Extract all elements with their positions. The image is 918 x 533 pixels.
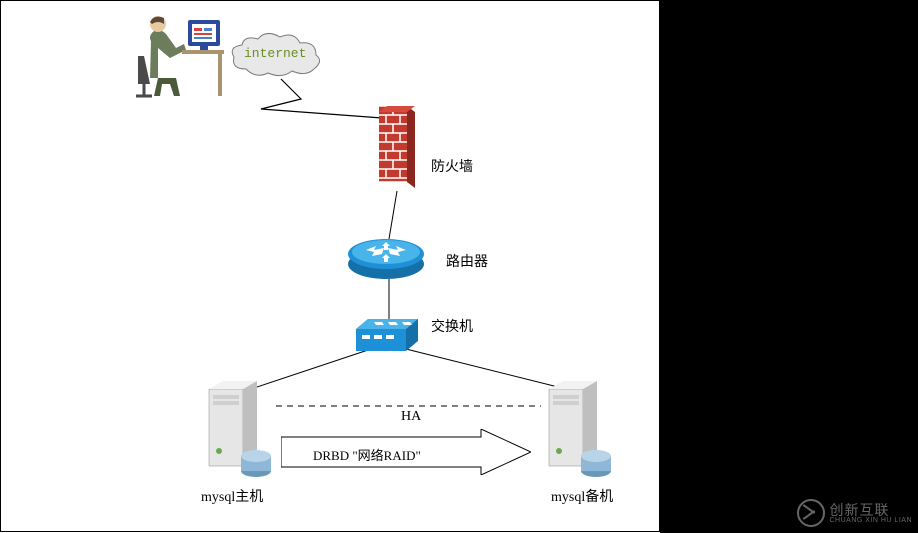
ha-label: HA [401,409,421,425]
lightning-link [261,79,396,119]
internet-label: internet [244,46,306,61]
firewall-label: 防火墙 [431,156,473,176]
watermark: 创新互联 CHUANG XIN HU LIAN [797,499,912,527]
router-label: 路由器 [446,251,488,271]
firewall-icon [379,106,415,191]
switch-icon [356,319,418,353]
server-backup-icon [541,381,616,481]
link-firewall-router [389,191,397,239]
watermark-logo-icon [797,499,825,527]
drbd-label: DRBD "网络RAID" [313,445,421,464]
server-primary-icon [201,381,276,481]
diagram-canvas: internet [0,0,660,532]
server-primary-label: mysql主机 [201,486,263,506]
watermark-en: CHUANG XIN HU LIAN [829,517,912,524]
right-black-panel [660,0,918,533]
router-icon [346,236,426,281]
switch-label: 交换机 [431,316,473,336]
server-backup-label: mysql备机 [551,486,613,506]
user-at-computer-icon [136,6,226,101]
watermark-cn: 创新互联 [829,503,912,517]
